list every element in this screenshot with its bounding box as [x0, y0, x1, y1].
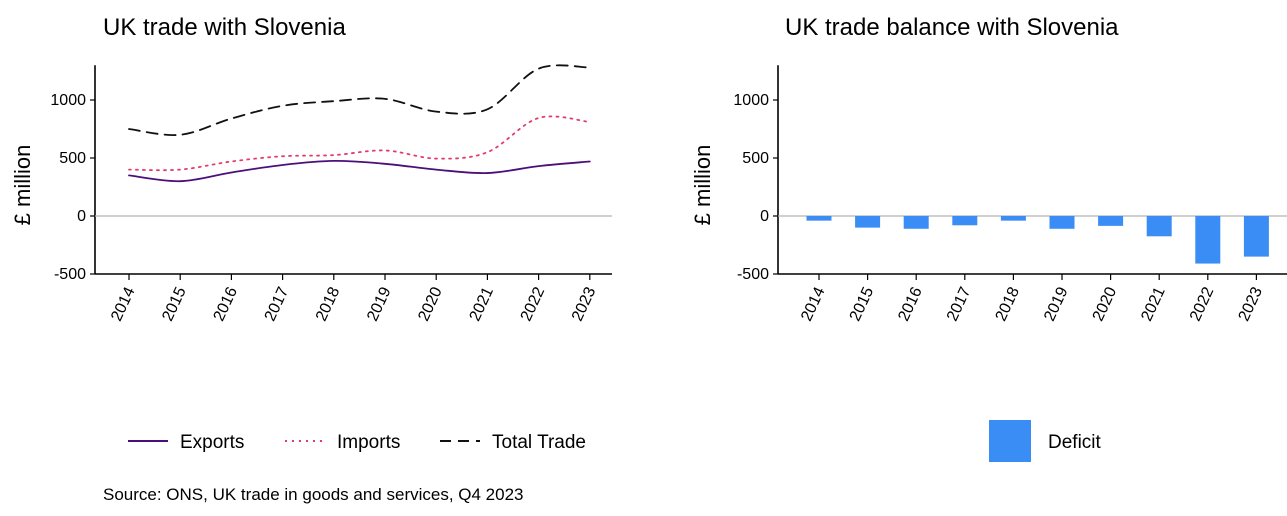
- y-tick-label: 0: [760, 208, 769, 225]
- legend-label-exports: Exports: [180, 432, 244, 453]
- bar: [806, 216, 832, 221]
- trade-chart: UK trade with Slovenia £ million -500 0 50…: [10, 14, 612, 504]
- x-tick-label: 2015: [159, 284, 189, 324]
- balance-chart-plot-area: [806, 216, 1269, 264]
- bar: [1049, 216, 1075, 229]
- x-tick-label: 2017: [262, 284, 292, 324]
- balance-chart-axes: -500 0 500 1000 2014 2015 2016 2017 2018 2019 2020…: [733, 65, 1287, 324]
- x-tick-label: 2017: [944, 284, 974, 324]
- x-tick-label: 2018: [313, 284, 343, 324]
- bar: [1195, 216, 1221, 264]
- bar: [952, 216, 978, 226]
- balance-chart: UK trade balance with Slovenia £ million…: [690, 14, 1287, 462]
- trade-chart-title: UK trade with Slovenia: [103, 14, 346, 41]
- series-line-exports: [128, 159, 591, 183]
- balance-chart-legend: Deficit: [989, 420, 1102, 462]
- y-tick-label: 500: [59, 150, 86, 167]
- series-line-imports: [128, 115, 591, 172]
- x-tick-label: 2014: [108, 284, 138, 324]
- x-tick-label: 2022: [1187, 284, 1217, 324]
- bar: [855, 216, 881, 228]
- x-tick-label: 2023: [1236, 284, 1266, 324]
- legend-label-imports: Imports: [337, 432, 400, 453]
- x-tick-label: 2021: [467, 284, 497, 324]
- bar: [903, 216, 929, 229]
- y-tick-label: 1000: [733, 92, 769, 109]
- balance-chart-y-label: £ million: [690, 145, 715, 226]
- y-tick-label: 1000: [50, 92, 86, 109]
- y-tick-label: -500: [54, 266, 86, 283]
- series-line-total-trade: [128, 64, 591, 136]
- trade-chart-y-label: £ million: [10, 145, 35, 226]
- source-note: Source: ONS, UK trade in goods and servi…: [103, 485, 524, 504]
- legend-swatch-deficit: [989, 420, 1031, 462]
- x-tick-label: 2023: [569, 284, 599, 324]
- trade-chart-plot-area: [128, 64, 591, 183]
- bar: [1098, 216, 1124, 226]
- balance-chart-title: UK trade balance with Slovenia: [785, 14, 1119, 41]
- y-tick-label: -500: [737, 266, 769, 283]
- x-tick-label: 2015: [847, 284, 877, 324]
- y-tick-label: 0: [77, 208, 86, 225]
- trade-chart-axes: -500 0 500 1000 2014 2015 2016 2017 2018 2019 2020…: [50, 65, 612, 324]
- x-tick-label: 2019: [1041, 284, 1071, 324]
- bar: [1243, 216, 1269, 257]
- bar: [1000, 216, 1026, 221]
- x-tick-label: 2021: [1138, 284, 1168, 324]
- legend-label-deficit: Deficit: [1048, 432, 1102, 453]
- x-tick-label: 2016: [211, 284, 241, 324]
- x-tick-label: 2018: [993, 284, 1023, 324]
- x-tick-label: 2016: [895, 284, 925, 324]
- legend-label-total-trade: Total Trade: [492, 432, 586, 453]
- y-tick-label: 500: [742, 150, 769, 167]
- x-tick-label: 2022: [518, 284, 548, 324]
- x-tick-label: 2020: [415, 284, 445, 324]
- trade-chart-legend: Exports Imports Total Trade: [128, 432, 586, 453]
- x-tick-label: 2019: [364, 284, 394, 324]
- x-tick-label: 2014: [798, 284, 828, 324]
- bar: [1146, 216, 1172, 237]
- x-tick-label: 2020: [1090, 284, 1120, 324]
